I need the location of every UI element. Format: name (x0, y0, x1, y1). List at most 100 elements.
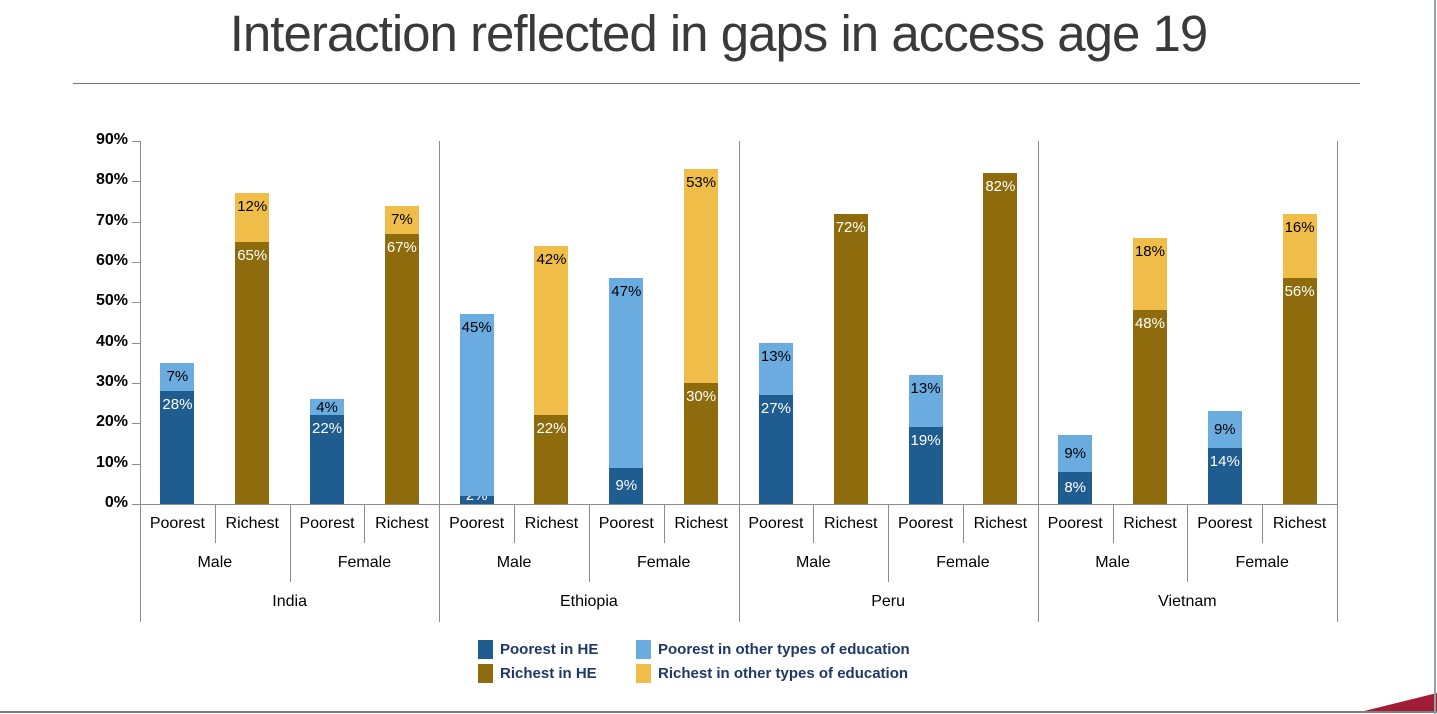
y-axis-tick-label: 60% (95, 252, 128, 269)
category-label-gender: Female (637, 553, 691, 571)
category-label-gender: Female (337, 553, 392, 571)
bar-segment (384, 233, 419, 504)
bar-value-label: 9% (615, 477, 638, 495)
bar-segment (1207, 447, 1242, 504)
bar-segment (1282, 278, 1317, 504)
bar-segment (1282, 213, 1317, 279)
y-axis-tick-label: 20% (95, 413, 128, 431)
bar-segment (1058, 435, 1093, 472)
legend-item: Richest in HE (478, 664, 636, 683)
bar-value-label: 13% (760, 347, 791, 365)
y-axis-tick-label: 80% (95, 171, 128, 189)
slide-title: Interaction reflected in gaps in access … (229, 5, 1208, 62)
bar-value-label: 7% (391, 211, 413, 229)
country-separator-line (1037, 141, 1039, 622)
y-axis-tick-mark (132, 302, 140, 304)
bar-segment (310, 415, 345, 504)
bar-segment (160, 362, 195, 392)
y-axis-tick-label: 50% (95, 292, 128, 310)
category-label-gender: Male (496, 553, 532, 571)
bar-value-label: 4% (316, 398, 338, 416)
bar-segment (609, 467, 644, 504)
bar-value-label: 14% (1209, 452, 1240, 470)
category-label-quintile: Richest (225, 515, 279, 532)
legend-swatch (636, 664, 651, 683)
category-label-quintile: Richest (973, 515, 1028, 532)
bar-value-label: 9% (1213, 420, 1236, 438)
legend-label: Poorest in other types of education (658, 641, 910, 658)
bar-value-label: 7% (166, 368, 189, 386)
bar-segment (459, 314, 494, 496)
bar-value-label: 56% (1284, 283, 1315, 301)
category-label-country: Vietnam (1158, 593, 1217, 610)
bar-value-label: 72% (835, 218, 866, 236)
category-label-quintile: Richest (375, 515, 429, 532)
bar-segment (609, 278, 644, 468)
y-axis-tick-label: 70% (95, 211, 128, 229)
bar-segment (384, 205, 419, 234)
bar-value-label: 18% (1134, 242, 1165, 260)
bar-value-label: 53% (686, 174, 717, 192)
category-label-quintile: Richest (824, 515, 878, 532)
category-cell-separator (1187, 504, 1189, 582)
bar-segment (758, 342, 793, 396)
category-cell-separator (1112, 504, 1114, 543)
category-cell-separator (1262, 504, 1264, 543)
bar-segment (684, 383, 719, 504)
y-axis-tick-mark (132, 342, 140, 344)
category-label-gender: Male (197, 553, 233, 571)
category-label-quintile: Poorest (449, 515, 505, 532)
category-cell-separator (588, 504, 590, 582)
legend-swatch (636, 640, 651, 659)
bar-value-label: 16% (1284, 218, 1315, 236)
slide-bottom-border (0, 711, 1437, 713)
title-underline (73, 83, 1360, 84)
bar-value-label: 12% (237, 198, 268, 216)
bar-segment (1132, 237, 1167, 311)
category-label-gender: Male (795, 553, 831, 571)
category-cell-separator (214, 504, 216, 543)
y-axis-tick-mark (132, 423, 140, 425)
bar-segment (235, 241, 270, 504)
country-separator-line (738, 141, 740, 622)
category-label-gender: Female (936, 553, 990, 571)
bar-value-label: 82% (985, 178, 1016, 196)
bar-segment (908, 374, 943, 428)
country-separator-line (140, 141, 141, 622)
legend-label: Richest in HE (500, 665, 597, 682)
bar-value-label: 27% (760, 400, 791, 418)
category-label-quintile: Richest (524, 515, 579, 532)
y-axis-tick-mark (132, 181, 140, 183)
category-label-quintile: Poorest (1047, 515, 1103, 532)
category-cell-separator (962, 504, 964, 543)
bar-segment (160, 391, 195, 504)
bar-segment (310, 399, 345, 416)
category-label-quintile: Richest (1272, 515, 1327, 532)
x-axis-line (132, 504, 1337, 505)
bar-segment (459, 495, 494, 504)
category-label-country: Peru (871, 593, 906, 610)
bar-value-label: 30% (686, 388, 717, 405)
y-axis-tick-mark (132, 141, 140, 142)
bar-segment (908, 427, 943, 504)
bar-segment (1058, 471, 1093, 504)
bar-value-label: 28% (162, 396, 193, 414)
bar-segment (1207, 411, 1242, 448)
y-axis-tick-label: 90% (95, 131, 128, 148)
category-label-country: India (272, 593, 307, 610)
country-separator-line (1337, 141, 1338, 622)
y-axis-tick-mark (132, 383, 140, 384)
category-label-quintile: Richest (674, 515, 728, 532)
bar-segment (534, 415, 569, 504)
category-cell-separator (888, 504, 890, 582)
y-axis-tick-mark (132, 262, 140, 263)
bar-value-label: 22% (536, 420, 567, 438)
slide-right-border (1434, 0, 1436, 714)
category-cell-separator (289, 504, 291, 582)
legend-swatch (478, 640, 493, 659)
bar-value-label: 48% (1134, 315, 1165, 333)
category-label-gender: Male (1095, 553, 1130, 571)
bar-value-label: 19% (910, 432, 941, 450)
category-cell-separator (514, 504, 516, 543)
